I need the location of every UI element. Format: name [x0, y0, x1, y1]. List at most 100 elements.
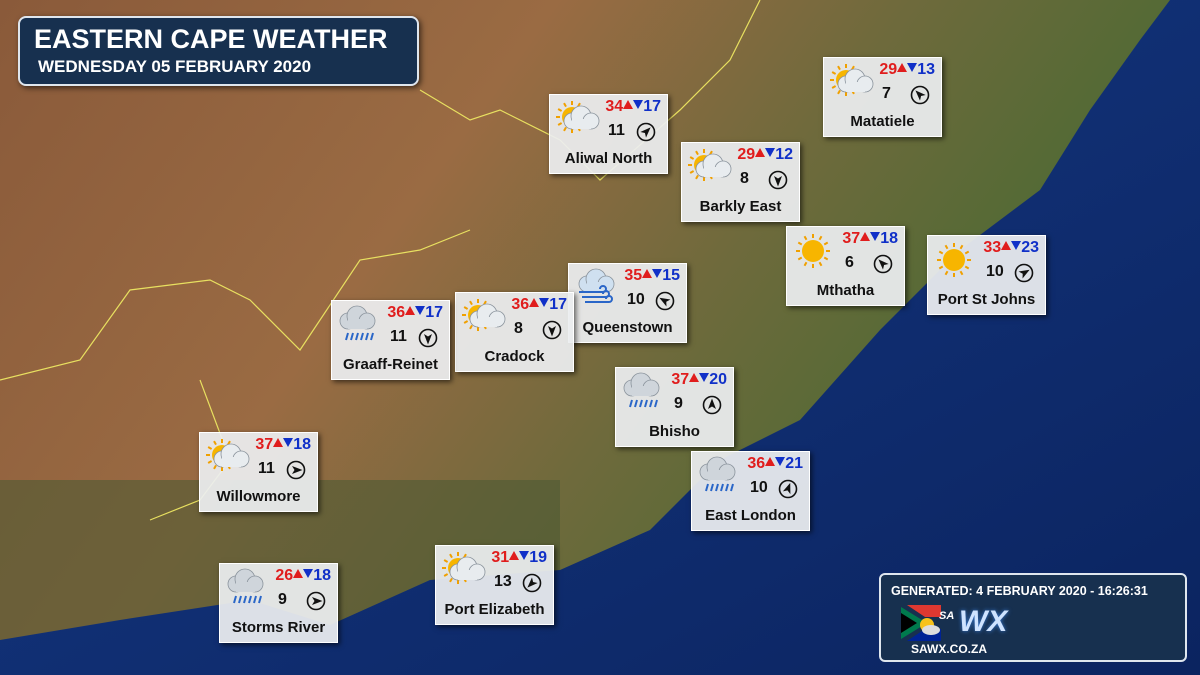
wind-arrow [286, 460, 306, 480]
max-temp: 31 [491, 549, 510, 566]
sun-ray [689, 170, 695, 174]
city-name: Storms River [231, 619, 326, 636]
min-temp: 17 [425, 304, 443, 321]
rain-drop [243, 595, 247, 604]
sun-ray [831, 85, 837, 89]
arrow-head [292, 466, 303, 474]
sun-ray [803, 235, 808, 241]
title-box: EASTERN CAPE WEATHER WEDNESDAY 05 FEBRUA… [18, 16, 419, 86]
max-temp: 29 [879, 61, 898, 78]
arrow-ring [1014, 263, 1034, 283]
arrow-head [527, 577, 538, 588]
max-temp: 29 [737, 146, 756, 163]
weather-icon [556, 101, 600, 133]
temperatures: 34 17 [605, 98, 661, 116]
rain-drop [654, 399, 658, 408]
down-triangle [539, 298, 550, 307]
sun-ray [443, 573, 449, 577]
sun-ray [449, 577, 453, 583]
min-temp: 18 [880, 230, 898, 247]
up-triangle [1001, 241, 1012, 250]
down-triangle [907, 63, 918, 72]
wind-arrow [306, 591, 326, 611]
weather-card: 36 17 11 Graaff-Reinet [331, 300, 450, 380]
rain-drop [233, 595, 237, 604]
wind-speed: 10 [627, 291, 645, 308]
temperatures: 31 19 [491, 549, 547, 567]
rain-drop [355, 332, 359, 341]
wind-arrow [1014, 263, 1034, 283]
rain-drop [720, 483, 724, 492]
rain-drop [705, 483, 709, 492]
generated-box: GENERATED: 4 FEBRUARY 2020 - 16:26:31 SA… [879, 573, 1187, 662]
rain-drop [253, 595, 257, 604]
weather-card: 37 18 11 Willowmore [199, 432, 318, 512]
city-name: Queenstown [582, 319, 673, 336]
up-triangle [755, 148, 766, 157]
sun-ray [443, 559, 449, 563]
rain-drop [248, 595, 252, 604]
max-temp: 26 [275, 567, 294, 584]
title: EASTERN CAPE WEATHER [34, 24, 388, 54]
sun-ray [463, 306, 469, 310]
max-temp: 37 [671, 371, 690, 388]
city-name: Willowmore [216, 488, 301, 505]
rain-drop [644, 399, 648, 408]
rain-drop [345, 332, 349, 341]
sun-ray [797, 241, 803, 246]
sun-ray [823, 241, 829, 246]
arrow-ring [702, 395, 722, 415]
min-temp: 23 [1021, 239, 1039, 256]
temperatures: 26 18 [275, 567, 331, 585]
wind-speed: 9 [674, 395, 683, 412]
sun-ray [207, 460, 213, 464]
wind-speed: 7 [882, 85, 891, 102]
city-name: Port Elizabeth [444, 601, 545, 618]
temperatures: 35 15 [624, 267, 680, 285]
up-triangle [642, 269, 653, 278]
arrow-ring [655, 291, 675, 311]
sun [943, 249, 965, 271]
weather-card: 36 21 10 East London [691, 451, 810, 531]
wind-speed: 11 [390, 328, 407, 345]
arrow-ring [306, 591, 326, 611]
sun-ray [797, 256, 803, 261]
sun-ray [938, 265, 944, 270]
city-name: Mthatha [816, 282, 875, 299]
sun-ray [837, 65, 841, 71]
arrow-head [708, 398, 716, 409]
sun-ray [823, 256, 829, 261]
cloud [846, 82, 865, 92]
sun-ray [213, 464, 217, 470]
temperatures: 36 17 [387, 304, 443, 322]
min-temp: 21 [785, 455, 803, 472]
sun-ray [818, 261, 823, 267]
arrow-ring [768, 170, 788, 190]
rain-drop [634, 399, 638, 408]
sun-ray [695, 150, 699, 156]
arrow-head [774, 176, 782, 187]
up-triangle [623, 100, 634, 109]
wind-arrow [873, 254, 893, 274]
city-name: Port St Johns [937, 291, 1036, 308]
arrow-ring [286, 460, 306, 480]
sun-ray [557, 122, 563, 126]
down-triangle [870, 232, 881, 241]
wind-speed: 11 [608, 122, 625, 139]
rain-drop [639, 399, 643, 408]
cloud [572, 119, 591, 129]
up-triangle [860, 232, 871, 241]
weather-icon [339, 305, 376, 341]
arrow-head [878, 259, 889, 270]
weather-icon [578, 268, 615, 303]
max-temp: 34 [605, 98, 624, 115]
arrow-head [1018, 269, 1030, 279]
weather-icon [206, 439, 250, 471]
sun-ray [449, 553, 453, 559]
sun-ray [557, 108, 563, 112]
min-temp: 17 [643, 98, 661, 115]
arrow-head [915, 90, 926, 101]
weather-card: 29 13 7 Matatiele [823, 57, 942, 137]
date: WEDNESDAY 05 FEBRUARY 2020 [38, 57, 312, 76]
